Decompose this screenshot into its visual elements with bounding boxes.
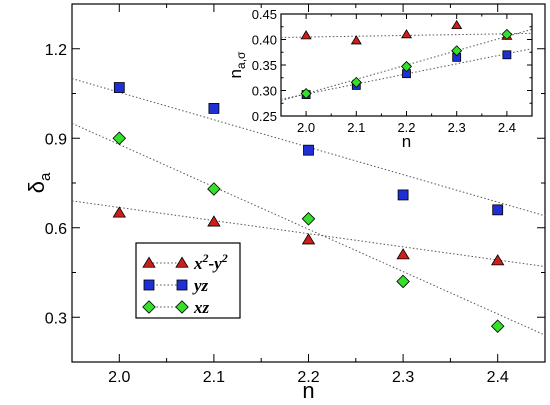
inset-series-1-point-3	[400, 29, 413, 39]
inset-ytick-label-1: 0.25	[252, 109, 277, 124]
main-series-1-point-4	[396, 248, 410, 260]
legend-marker-1a	[142, 256, 156, 268]
inset-series-2-point-5	[502, 50, 512, 60]
inset-ytick-label-2: 0.30	[252, 84, 277, 99]
inset-plot: 2.0 2.1 2.2 2.3 2.4 0.25 0.30 0.35 0.40 0.45 n na,σ	[226, 7, 533, 151]
main-series-1-point-3	[301, 233, 316, 245]
main-series-layer	[72, 78, 545, 336]
main-series-3-line	[72, 122, 545, 336]
inset-series-1-point-4	[451, 19, 463, 30]
main-series-1-point-1	[112, 206, 127, 218]
main-series-2-point-2	[208, 103, 220, 114]
main-series-3-point-1	[112, 131, 127, 146]
main-xtick-label-1: 2.0	[108, 369, 130, 386]
legend-label-2: yz	[192, 276, 209, 295]
legend-label-1: x2-y2	[193, 251, 228, 273]
legend-marker-2b	[176, 279, 188, 291]
main-ytick-label-2: 0.6	[45, 221, 67, 238]
inset-series-3-point-2	[350, 76, 362, 88]
inset-series-1-line	[281, 32, 532, 38]
inset-ytick-label-4: 0.40	[252, 33, 277, 48]
inset-xtick-label-2: 2.1	[347, 120, 365, 135]
inset-series-3-point-4	[451, 45, 463, 57]
main-series-1-point-2	[207, 215, 221, 227]
main-series-2-point-5	[492, 204, 504, 216]
legend-label-3: xz	[193, 298, 210, 317]
main-series-3-point-2	[207, 182, 221, 196]
inset-ylabel: na,σ	[226, 51, 248, 78]
legend: x2-y2 yz xz	[135, 242, 241, 319]
legend-marker-3a	[142, 300, 156, 314]
main-ytick-label-1: 0.3	[45, 310, 67, 327]
inset-series-1-point-1	[300, 30, 312, 40]
inset-xtick-label-4: 2.3	[448, 120, 466, 135]
inset-series-3-point-5	[501, 28, 513, 40]
main-series-3-point-4	[396, 274, 410, 289]
main-series-2-point-3	[303, 144, 314, 156]
main-ytick-label-4: 1.2	[45, 42, 67, 59]
legend-marker-1b	[175, 256, 189, 268]
inset-xtick-label-3: 2.2	[397, 120, 415, 135]
main-series-2-point-4	[397, 189, 409, 201]
main-series-3-point-5	[490, 319, 505, 333]
main-series-2-point-1	[113, 82, 125, 93]
main-xtick-label-2: 2.1	[203, 369, 225, 386]
inset-series-3-point-1	[300, 88, 312, 100]
main-xtick-label-4: 2.3	[392, 369, 414, 386]
main-ytick-label-3: 0.9	[45, 131, 67, 148]
inset-ytick-label-5: 0.45	[252, 7, 277, 22]
legend-marker-2a	[143, 279, 155, 291]
main-series-3-point-3	[301, 212, 316, 226]
main-xlabel: n	[302, 378, 314, 403]
inset-series-3-point-3	[400, 61, 413, 73]
inset-series-layer	[281, 19, 532, 102]
main-series-2-line	[72, 78, 545, 217]
inset-xtick-label-1: 2.0	[297, 120, 315, 135]
main-xtick-label-5: 2.4	[487, 369, 509, 386]
legend-marker-3b	[175, 300, 189, 314]
main-ylabel: δa	[24, 172, 54, 193]
inset-xlabel: n	[402, 132, 411, 151]
main-plot: 2.0 2.1 2.2 2.3 2.4 0.3 0.6 0.9 1.2 n δa	[24, 3, 546, 403]
inset-series-1-point-2	[350, 35, 362, 45]
inset-xtick-label-5: 2.4	[498, 120, 516, 135]
main-series-1-point-5	[490, 254, 505, 266]
inset-ytick-label-3: 0.35	[252, 58, 277, 73]
main-xtick-label-3: 2.2	[297, 369, 319, 386]
